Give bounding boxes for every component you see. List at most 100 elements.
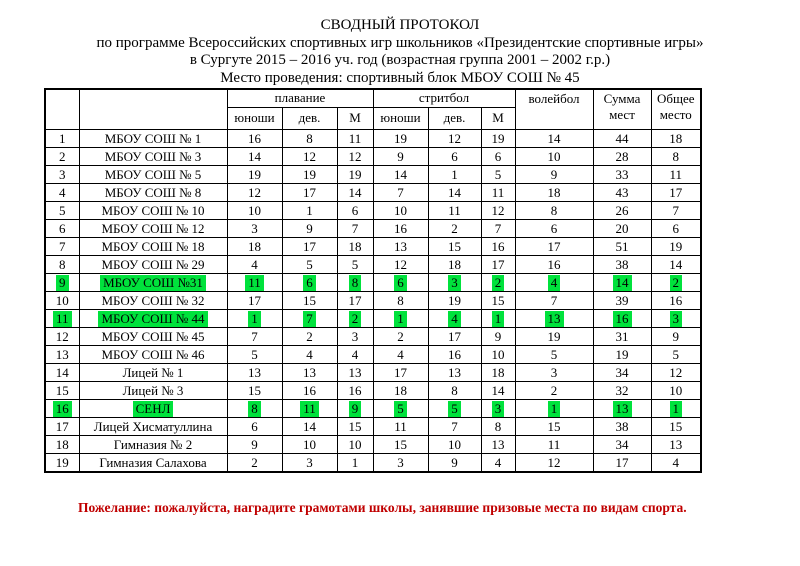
place-value-cell: 10 [226,201,283,220]
footer-note: Пожелание: пожалуйста, наградите грамота… [78,500,687,515]
place-value-cell: 16 [281,381,338,400]
document-header: СВОДНЫЙ ПРОТОКОЛ по программе Всероссийс… [0,17,800,87]
place-value-cell: 5 [281,255,338,274]
table-row: 11 МБОУ СОШ № 44 1 7 2 1 4 1 13 16 3 [44,309,702,328]
rank-cell: 4 [44,183,80,202]
place-value-cell: 17 [427,327,482,346]
highlight-mark: 11 [245,274,264,291]
table-row: 12 МБОУ СОШ № 45 7 2 3 2 17 9 19 31 9 [44,327,702,346]
school-name-cell: МБОУ СОШ № 12 [78,219,228,238]
rank-cell: 10 [44,291,80,310]
table-row: 5 МБОУ СОШ № 10 10 1 6 10 11 12 8 26 7 [44,201,702,220]
place-value-cell: 6 [427,147,482,166]
place-value-cell: 18 [650,129,702,148]
place-value-cell: 9 [480,327,516,346]
place-value-cell: 39 [592,291,652,310]
place-value-cell: 12 [427,129,482,148]
highlight-mark: 2 [348,310,362,327]
place-value-cell: 17 [372,363,429,382]
highlight-mark: 2 [491,274,505,291]
page-title: СВОДНЫЙ ПРОТОКОЛ [320,17,480,33]
table-row: 1 МБОУ СОШ № 1 16 8 11 19 12 19 14 44 18 [44,129,702,148]
table-header: плавание стритбол волейбол Сумма мест Об… [44,88,702,130]
school-name-cell: МБОУ СОШ № 5 [78,165,228,184]
place-value-cell: 18 [427,255,482,274]
table-row: 13 МБОУ СОШ № 46 5 4 4 4 16 10 5 19 5 [44,345,702,364]
place-value-cell: 10 [336,435,374,454]
place-value-cell: 2 [372,327,429,346]
place-value-cell: 13 [592,399,652,418]
place-value-cell: 12 [281,147,338,166]
place-value-cell: 15 [226,381,283,400]
place-value-cell: 2 [427,219,482,238]
table-row: 8 МБОУ СОШ № 29 4 5 5 12 18 17 16 38 14 [44,255,702,274]
rank-cell: 2 [44,147,80,166]
highlight-mark: 9 [348,400,362,417]
highlight-mark: 8 [348,274,362,291]
place-value-cell: 14 [281,417,338,436]
place-value-cell: 7 [281,309,338,328]
place-value-cell: 2 [281,327,338,346]
place-value-cell: 13 [226,363,283,382]
place-value-cell: 10 [650,381,702,400]
place-value-cell: 18 [372,381,429,400]
place-value-cell: 5 [427,399,482,418]
place-value-cell: 11 [281,399,338,418]
place-value-cell: 8 [372,291,429,310]
place-value-cell: 17 [650,183,702,202]
place-value-cell: 8 [650,147,702,166]
place-value-cell: 12 [372,255,429,274]
place-value-cell: 1 [650,399,702,418]
place-value-cell: 15 [281,291,338,310]
place-value-cell: 33 [592,165,652,184]
place-value-cell: 6 [480,147,516,166]
subtitle-program: по программе Всероссийских спортивных иг… [96,34,704,51]
table-row: 14 Лицей № 1 13 13 13 17 13 18 3 34 12 [44,363,702,382]
school-name-cell: МБОУ СОШ № 8 [78,183,228,202]
results-table: плавание стритбол волейбол Сумма мест Об… [44,88,702,473]
rank-cell: 13 [44,345,80,364]
school-name-cell: МБОУ СОШ № 45 [78,327,228,346]
place-value-cell: 3 [650,309,702,328]
place-value-cell: 7 [480,219,516,238]
place-value-cell: 11 [226,273,283,292]
place-value-cell: 4 [336,345,374,364]
place-value-cell: 18 [336,237,374,256]
table-row: 17 Лицей Хисматуллина 6 14 15 11 7 8 15 38 15 [44,417,702,436]
col-header-streetball: стритбол [372,88,516,108]
table-row: 7 МБОУ СОШ № 18 18 17 18 13 15 16 17 51 19 [44,237,702,256]
place-value-cell: 12 [650,363,702,382]
table-row: 2 МБОУ СОШ № 3 14 12 12 9 6 6 10 28 8 [44,147,702,166]
place-value-cell: 5 [226,345,283,364]
place-value-cell: 28 [592,147,652,166]
place-value-cell: 2 [650,273,702,292]
place-value-cell: 4 [226,255,283,274]
place-value-cell: 14 [514,129,594,148]
highlight-mark: 1 [394,310,407,327]
subheader-streetball-boys: юноши [372,107,429,130]
place-value-cell: 8 [281,129,338,148]
place-value-cell: 14 [372,165,429,184]
place-value-cell: 2 [336,309,374,328]
rank-cell: 19 [44,453,80,473]
place-value-cell: 8 [514,201,594,220]
highlight-mark: 9 [56,274,69,291]
place-value-cell: 19 [226,165,283,184]
highlight-mark: 5 [448,400,461,417]
school-name-cell: Гимназия Салахова [78,453,228,473]
col-header-school [78,88,228,130]
rank-cell: 16 [44,399,80,418]
table-row: 10 МБОУ СОШ № 32 17 15 17 8 19 15 7 39 16 [44,291,702,310]
place-value-cell: 5 [480,165,516,184]
highlight-mark: 6 [394,274,407,291]
highlight-mark: 1 [491,310,505,327]
place-value-cell: 12 [226,183,283,202]
place-value-cell: 6 [281,273,338,292]
highlight-mark: 7 [303,310,316,327]
place-value-cell: 15 [336,417,374,436]
place-value-cell: 16 [514,255,594,274]
rank-cell: 1 [44,129,80,148]
place-value-cell: 5 [336,255,374,274]
place-value-cell: 9 [372,147,429,166]
